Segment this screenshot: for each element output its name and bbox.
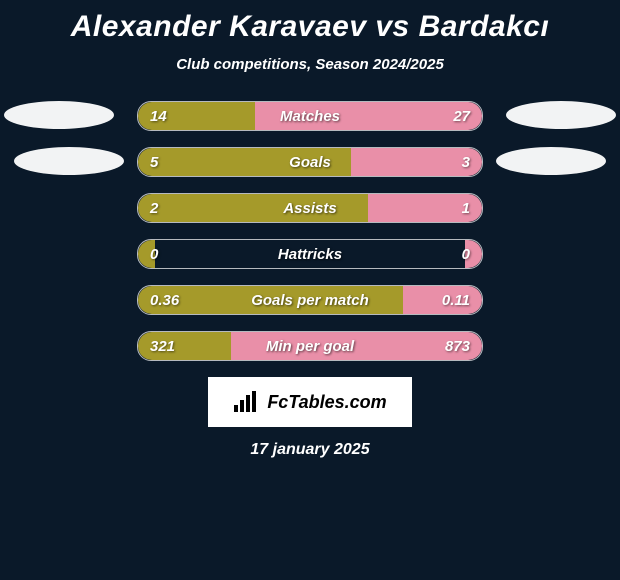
stat-row: 00Hattricks [137,239,483,269]
club-right-logo-placeholder [496,147,606,175]
stat-label: Goals per match [138,292,482,309]
stat-label: Goals [138,154,482,171]
stats-block: 1427Matches 53Goals 21Assists 00Hattricks 0.… [0,101,620,361]
player-right-photo-placeholder [506,101,616,129]
club-left-logo-placeholder [14,147,124,175]
stat-row: 1427Matches [137,101,483,131]
subtitle: Club competitions, Season 2024/2025 [0,56,620,73]
stat-label: Matches [138,108,482,125]
stat-row: 53Goals [137,147,483,177]
player-left-photo-placeholder [4,101,114,129]
stat-row: 21Assists [137,193,483,223]
bars-icon [233,391,261,413]
stat-label: Min per goal [138,338,482,355]
comparison-card: Alexander Karavaev vs Bardakcı Club comp… [0,0,620,469]
stat-label: Hattricks [138,246,482,263]
fctables-badge[interactable]: FcTables.com [208,377,412,427]
stat-label: Assists [138,200,482,217]
stat-row: 0.360.11Goals per match [137,285,483,315]
stat-row: 321873Min per goal [137,331,483,361]
page-title: Alexander Karavaev vs Bardakcı [0,10,620,44]
badge-label: FcTables.com [267,392,386,413]
date-label: 17 january 2025 [0,441,620,459]
